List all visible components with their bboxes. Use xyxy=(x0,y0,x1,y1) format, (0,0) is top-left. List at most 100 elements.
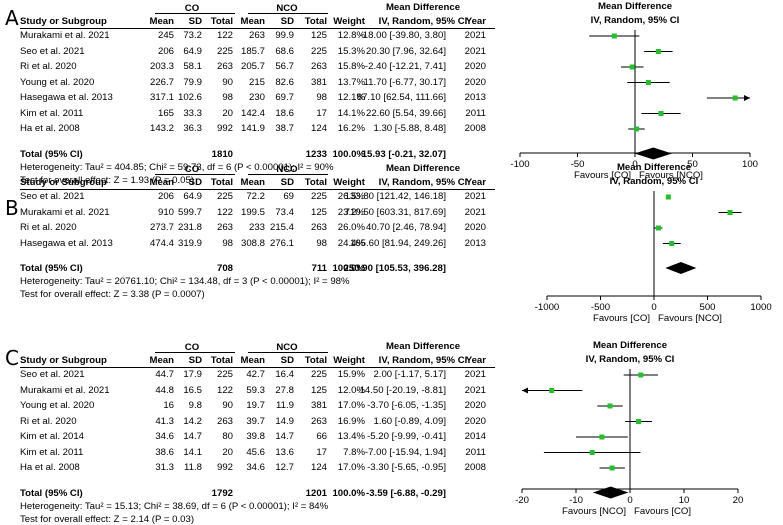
cell-n2: 381 xyxy=(310,400,327,411)
cell-ci: 133.80 [121.42, 146.18] xyxy=(344,191,446,202)
col-mean-1: Mean xyxy=(149,177,174,188)
cell-weight: 7.8% xyxy=(343,446,365,458)
cell-weight: 12.1% xyxy=(337,92,365,103)
cell-m2: 19.7 xyxy=(246,400,265,411)
point-estimate-marker xyxy=(727,210,733,215)
plot-title: Mean Difference xyxy=(593,340,667,351)
cell-n2: 225 xyxy=(310,45,327,57)
cell-year: 2020 xyxy=(464,400,486,411)
cell-year: 2008 xyxy=(464,462,486,473)
cell-year: 2020 xyxy=(464,415,486,427)
total-weight: 100.0% xyxy=(332,263,365,274)
cell-study: Murakami et al. 2021 xyxy=(20,30,110,41)
cell-n1: 225 xyxy=(216,369,233,380)
favours-left-label: Favours [CO] xyxy=(593,313,650,324)
cell-study: Ha et al. 2008 xyxy=(20,123,80,134)
cell-m2: 233 xyxy=(248,222,265,233)
favours-left-label: Favours [CO] xyxy=(574,170,631,181)
col-mean-1: Mean xyxy=(149,355,174,366)
cell-m2: 39.7 xyxy=(246,415,265,427)
forest-table: CO NCO Mean Difference Study or Subgroup Mea… xyxy=(20,161,500,321)
col-study: Study or Subgroup xyxy=(20,16,107,27)
cell-n1: 98 xyxy=(222,237,233,249)
col-mean-2: Mean xyxy=(240,177,265,188)
x-tick-label: -50 xyxy=(571,159,585,170)
cell-year: 2011 xyxy=(465,107,486,119)
cell-m1: 203.3 xyxy=(149,61,174,72)
col-total-1: Total xyxy=(210,16,233,27)
cell-ci: -18.00 [-39.80, 3.80] xyxy=(359,30,446,41)
col-year: Year xyxy=(465,355,486,366)
plot-title: Mean Difference xyxy=(598,1,672,12)
cell-ci: 22.60 [5.54, 39.66] xyxy=(365,107,446,119)
total-n2: 711 xyxy=(311,263,327,274)
x-tick-label: 50 xyxy=(687,159,698,170)
cell-n2: 225 xyxy=(310,369,327,380)
cell-m1: 16 xyxy=(163,400,174,411)
cell-n1: 225 xyxy=(216,45,233,57)
cell-n2: 98 xyxy=(316,237,327,249)
heterogeneity-text: Heterogeneity: Tau² = 20761.10; Chi² = 1… xyxy=(20,276,350,287)
cell-year: 2021 xyxy=(464,384,486,396)
col-md: IV, Random, 95% CI xyxy=(378,355,468,366)
point-estimate-marker xyxy=(549,388,555,393)
cell-sd1: 36.3 xyxy=(183,123,202,134)
cell-m2: 72.2 xyxy=(246,191,265,202)
col-mean-1: Mean xyxy=(149,16,174,27)
overall-effect-text: Test for overall effect: Z = 3.38 (P = 0… xyxy=(20,289,205,300)
cell-m2: 45.6 xyxy=(246,446,265,458)
cell-sd1: 14.1 xyxy=(183,446,202,458)
cell-weight: 15.3% xyxy=(337,45,365,57)
cell-study: Young et al. 2020 xyxy=(20,76,95,88)
col-sd-1: SD xyxy=(188,355,202,366)
cell-study: Kim et al. 2011 xyxy=(20,107,84,119)
group2-header: NCO xyxy=(276,342,298,353)
cell-weight: 24.4% xyxy=(337,237,365,249)
cell-sd1: 73.2 xyxy=(183,30,202,41)
header-rule xyxy=(20,367,495,368)
x-tick-label: 0 xyxy=(651,302,656,313)
cell-study: Murakami et al. 2021 xyxy=(20,206,110,218)
cell-m1: 38.6 xyxy=(155,446,174,458)
cell-ci: 1.60 [-0.89, 4.09] xyxy=(373,415,446,427)
cell-ci: 710.50 [603.31, 817.69] xyxy=(344,206,446,218)
cell-study: Hasegawa et al. 2013 xyxy=(20,237,113,249)
cell-m1: 910 xyxy=(157,206,174,218)
cell-m2: 185.7 xyxy=(240,45,265,57)
cell-m2: 42.7 xyxy=(246,369,265,380)
cell-ci: -3.30 [-5.65, -0.95] xyxy=(367,462,446,473)
cell-sd1: 14.7 xyxy=(183,431,202,442)
x-tick-label: 100 xyxy=(742,159,758,170)
cell-sd1: 9.8 xyxy=(188,400,202,411)
cell-n2: 225 xyxy=(310,191,327,202)
cell-n1: 20 xyxy=(222,107,233,119)
cell-n2: 263 xyxy=(310,61,327,72)
cell-n2: 381 xyxy=(310,76,327,88)
point-estimate-marker xyxy=(732,95,738,101)
cell-year: 2008 xyxy=(464,123,486,134)
header-rule xyxy=(20,189,495,190)
overall-effect-text: Test for overall effect: Z = 1.93 (P = 0… xyxy=(20,174,195,186)
cell-m1: 245 xyxy=(157,30,174,41)
cell-m2: 308.8 xyxy=(240,237,265,249)
col-weight: Weight xyxy=(333,177,365,188)
point-estimate-marker xyxy=(611,33,617,39)
overall-diamond xyxy=(592,486,629,499)
cell-study: Ri et al. 2020 xyxy=(20,61,77,72)
cell-sd2: 69.7 xyxy=(275,92,294,103)
cell-ci: 1.30 [-5.88, 8.48] xyxy=(373,123,446,134)
ci-arrow-right xyxy=(744,95,750,101)
cell-n1: 20 xyxy=(222,446,233,458)
cell-sd1: 319.9 xyxy=(177,237,202,249)
cell-sd2: 68.6 xyxy=(275,45,294,57)
group2-header: NCO xyxy=(276,164,298,175)
cell-n2: 125 xyxy=(310,206,327,218)
cell-weight: 15.9% xyxy=(337,369,365,380)
cell-weight: 16.9% xyxy=(337,415,365,427)
x-tick-label: -20 xyxy=(515,495,529,506)
cell-n2: 17 xyxy=(316,107,327,119)
cell-n2: 124 xyxy=(310,123,327,134)
total-ci: 250.90 [105.53, 396.28] xyxy=(343,263,446,274)
col-total-2: Total xyxy=(304,16,327,27)
